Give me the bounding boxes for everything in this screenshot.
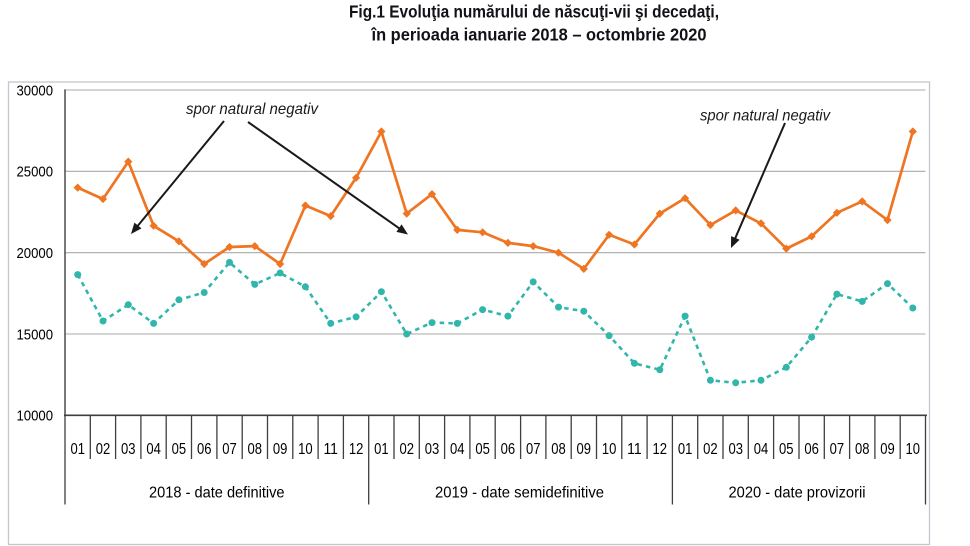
svg-text:08: 08 <box>551 441 566 458</box>
svg-text:01: 01 <box>374 441 389 458</box>
svg-text:30000: 30000 <box>17 82 54 99</box>
svg-text:03: 03 <box>121 441 136 458</box>
svg-text:25000: 25000 <box>17 164 54 181</box>
svg-text:11: 11 <box>627 441 642 458</box>
svg-text:spor natural negativ: spor natural negativ <box>700 108 831 125</box>
svg-text:10000: 10000 <box>17 408 54 425</box>
svg-text:în perioada ianuarie 2018 – oc: în perioada ianuarie 2018 – octombrie 20… <box>371 25 707 45</box>
svg-text:06: 06 <box>501 441 516 458</box>
svg-text:2018 - date definitive: 2018 - date definitive <box>149 485 285 502</box>
svg-text:07: 07 <box>526 441 541 458</box>
svg-text:02: 02 <box>399 441 414 458</box>
svg-text:12: 12 <box>653 441 668 458</box>
svg-text:05: 05 <box>172 441 187 458</box>
svg-text:06: 06 <box>197 441 212 458</box>
svg-text:02: 02 <box>703 441 718 458</box>
svg-text:09: 09 <box>577 441 592 458</box>
svg-text:08: 08 <box>248 441 263 458</box>
svg-text:03: 03 <box>425 441 440 458</box>
svg-text:01: 01 <box>678 441 693 458</box>
svg-text:02: 02 <box>96 441 111 458</box>
svg-text:04: 04 <box>754 441 769 458</box>
svg-text:12: 12 <box>349 441 364 458</box>
svg-text:06: 06 <box>804 441 819 458</box>
svg-text:10: 10 <box>906 441 921 458</box>
svg-text:07: 07 <box>830 441 845 458</box>
svg-text:01: 01 <box>70 441 85 458</box>
svg-text:10: 10 <box>602 441 617 458</box>
svg-text:04: 04 <box>450 441 465 458</box>
svg-text:05: 05 <box>779 441 794 458</box>
svg-text:11: 11 <box>323 441 338 458</box>
svg-text:2020 - date provizorii: 2020 - date provizorii <box>729 485 866 502</box>
svg-text:2019 - date semidefinitive: 2019 - date semidefinitive <box>435 485 604 502</box>
svg-text:15000: 15000 <box>17 326 54 343</box>
svg-text:05: 05 <box>475 441 490 458</box>
svg-text:07: 07 <box>222 441 237 458</box>
svg-text:spor natural negativ: spor natural negativ <box>186 101 319 118</box>
svg-text:Fig.1 Evoluţia numărului de nă: Fig.1 Evoluţia numărului de născuţi-vii … <box>349 2 719 22</box>
svg-text:09: 09 <box>273 441 288 458</box>
svg-text:08: 08 <box>855 441 870 458</box>
svg-text:03: 03 <box>728 441 743 458</box>
svg-text:10: 10 <box>298 441 313 458</box>
svg-text:04: 04 <box>146 441 161 458</box>
svg-text:09: 09 <box>880 441 895 458</box>
svg-text:20000: 20000 <box>17 245 54 262</box>
